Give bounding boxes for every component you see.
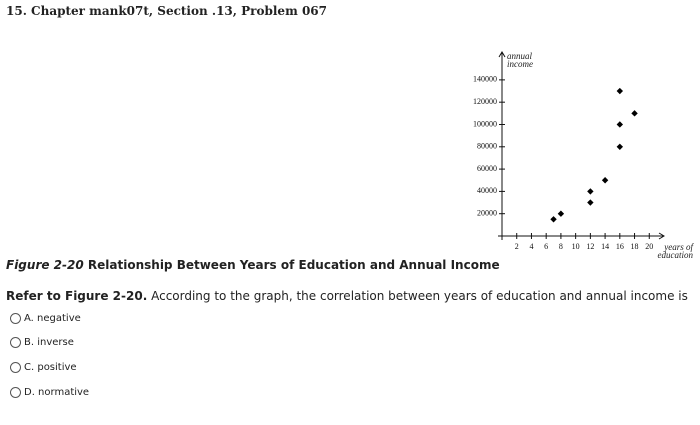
data-point <box>616 121 624 128</box>
y-tick-label: 80000 <box>477 142 497 151</box>
x-tick-label: 16 <box>616 242 624 251</box>
y-axis-label: annual income <box>507 51 533 69</box>
data-point <box>631 110 638 117</box>
y-tick-label: 120000 <box>473 97 497 106</box>
x-tick-label: 2 <box>515 242 519 251</box>
figure-label: Figure 2-20 <box>6 258 84 272</box>
problem-title: 15. Chapter mank07t, Section .13, Proble… <box>6 4 327 18</box>
x-tick-label: 4 <box>529 242 533 251</box>
question-text: According to the graph, the correlation … <box>151 289 688 303</box>
data-point <box>616 87 624 95</box>
option-text[interactable]: A. negative <box>24 313 81 324</box>
data-point <box>550 216 557 223</box>
y-axis-arrow <box>498 51 506 58</box>
data-point <box>587 188 594 195</box>
data-point <box>557 210 565 217</box>
x-axis-arrow <box>658 232 665 240</box>
x-tick-label: 6 <box>544 242 548 251</box>
answer-option[interactable]: A. negative <box>10 313 81 324</box>
data-point <box>587 199 594 206</box>
y-tick-label: 40000 <box>477 186 497 195</box>
x-tick-label: 20 <box>645 242 653 251</box>
option-text[interactable]: C. positive <box>24 362 77 373</box>
y-tick-label: 140000 <box>473 75 497 84</box>
figure-caption: Figure 2-20 Relationship Between Years o… <box>6 258 500 272</box>
y-tick-label: 100000 <box>473 119 497 128</box>
data-point <box>616 143 624 150</box>
question-reference: Refer to Figure 2-20. <box>6 289 148 303</box>
figure-caption-text: Relationship Between Years of Education … <box>87 258 500 272</box>
option-text[interactable]: D. normative <box>24 387 90 398</box>
x-axis-label: years of education <box>657 242 694 260</box>
question: Refer to Figure 2-20. According to the g… <box>6 289 688 303</box>
x-tick-label: 14 <box>601 242 609 251</box>
y-tick-label: 60000 <box>477 164 497 173</box>
data-point <box>601 177 609 184</box>
radio-button[interactable] <box>10 387 21 398</box>
x-tick-label: 18 <box>631 242 639 251</box>
answer-option[interactable]: B. inverse <box>10 337 74 348</box>
answer-option[interactable]: D. normative <box>10 387 89 398</box>
answer-option[interactable]: C. positive <box>10 362 77 373</box>
radio-button[interactable] <box>10 337 21 348</box>
x-tick-label: 12 <box>586 242 594 251</box>
option-text[interactable]: B. inverse <box>24 337 74 348</box>
radio-button[interactable] <box>10 313 21 324</box>
x-tick-label: 10 <box>572 242 580 251</box>
y-tick-label: 20000 <box>477 209 497 218</box>
x-tick-label: 8 <box>559 242 563 251</box>
radio-button[interactable] <box>10 362 21 373</box>
